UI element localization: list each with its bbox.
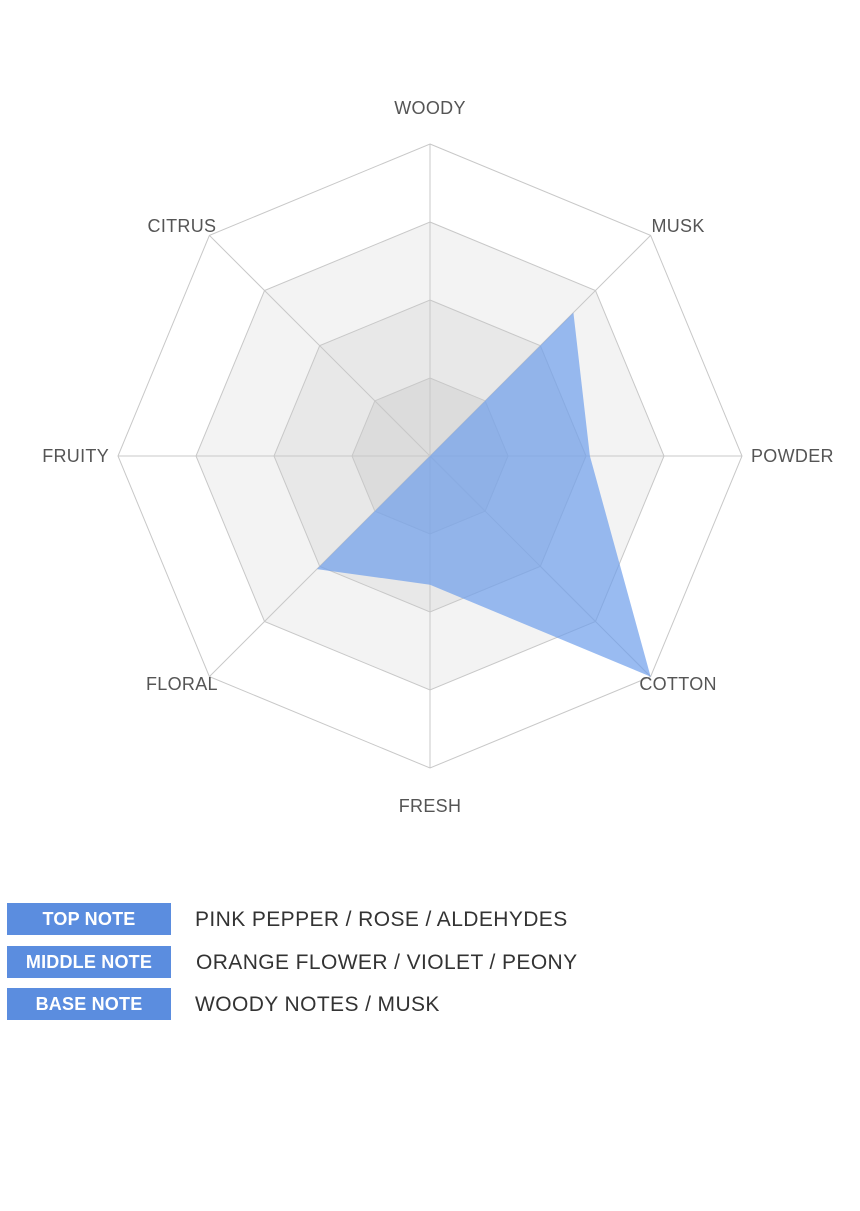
axis-label-citrus: CITRUS <box>148 216 217 236</box>
top-note-row: TOP NOTE PINK PEPPER / ROSE / ALDEHYDES <box>7 903 827 935</box>
middle-note-value: ORANGE FLOWER / VIOLET / PEONY <box>196 951 578 974</box>
top-note-badge: TOP NOTE <box>7 903 171 935</box>
top-note-value: PINK PEPPER / ROSE / ALDEHYDES <box>195 908 568 931</box>
base-note-badge: BASE NOTE <box>7 988 171 1020</box>
radar-chart: WOODY MUSK POWDER COTTON FRESH FLORAL FRUITY CI… <box>42 98 834 816</box>
radar-axis-labels: WOODY MUSK POWDER COTTON FRESH FLORAL FRUITY CI… <box>42 98 834 816</box>
spoke-citrus <box>209 235 431 457</box>
axis-label-woody: WOODY <box>394 98 466 118</box>
middle-note-badge: MIDDLE NOTE <box>7 946 171 978</box>
axis-label-cotton: COTTON <box>639 674 716 694</box>
axis-label-floral: FLORAL <box>146 674 218 694</box>
notes-list: TOP NOTE PINK PEPPER / ROSE / ALDEHYDES … <box>7 903 827 1031</box>
axis-label-fresh: FRESH <box>399 796 462 816</box>
axis-label-musk: MUSK <box>651 216 704 236</box>
base-note-row: BASE NOTE WOODY NOTES / MUSK <box>7 988 827 1020</box>
axis-label-powder: POWDER <box>751 446 834 466</box>
series-area-0 <box>316 312 651 677</box>
radar-series <box>316 312 651 677</box>
base-note-value: WOODY NOTES / MUSK <box>195 993 440 1016</box>
axis-label-fruity: FRUITY <box>42 446 109 466</box>
middle-note-row: MIDDLE NOTE ORANGE FLOWER / VIOLET / PEO… <box>7 946 827 978</box>
